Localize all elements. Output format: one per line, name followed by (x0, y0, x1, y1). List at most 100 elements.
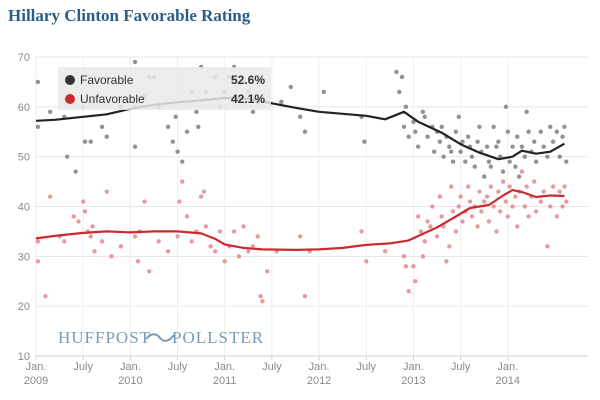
unfavorable-point (515, 224, 520, 229)
favorable-point (104, 134, 109, 139)
x-tick-label: Jan. (497, 361, 518, 373)
unfavorable-point (491, 204, 496, 209)
unfavorable-point (175, 234, 180, 239)
unfavorable-point (156, 239, 161, 244)
favorable-point (132, 59, 138, 65)
x-tick-year: 2013 (401, 375, 425, 387)
unfavorable-point (448, 184, 454, 189)
unfavorable-point (482, 199, 487, 204)
favorable-point (35, 124, 41, 129)
unfavorable-point (135, 259, 141, 264)
unfavorable-point (450, 209, 456, 214)
favorable-point (453, 129, 459, 134)
unfavorable-point (562, 184, 567, 189)
unfavorable-point (428, 224, 433, 229)
unfavorable-trend-line (35, 189, 565, 251)
favorable-point (447, 144, 452, 149)
favorable-point (482, 174, 487, 179)
favorable-point (439, 124, 444, 129)
unfavorable-point (477, 189, 482, 194)
favorable-point (526, 129, 531, 134)
unfavorable-point (510, 204, 515, 209)
unfavorable-point (364, 259, 369, 264)
favorable-point (519, 144, 525, 149)
unfavorable-point (500, 179, 506, 184)
unfavorable-point (201, 189, 207, 194)
unfavorable-point (82, 209, 88, 214)
legend-favorable-swatch (65, 75, 75, 85)
favorable-point (550, 139, 556, 144)
favorable-point (545, 154, 550, 159)
unfavorable-point (71, 214, 76, 219)
x-tick-label: Jan. (120, 361, 141, 373)
unfavorable-point (554, 214, 560, 219)
favorable-point (184, 129, 190, 134)
unfavorable-point (434, 234, 440, 239)
unfavorable-point (430, 204, 435, 209)
unfavorable-point (165, 249, 171, 254)
unfavorable-point (246, 249, 251, 254)
unfavorable-point (92, 249, 97, 254)
favorable-point (458, 149, 463, 154)
unfavorable-point (545, 244, 550, 249)
unfavorable-point (177, 199, 182, 204)
unfavorable-point (43, 294, 48, 299)
favorable-point (401, 124, 407, 129)
favorable-point (491, 124, 496, 129)
x-axis: Jan. 2009 July Jan. 2010 July Jan. 2011 July Jan.… (24, 361, 520, 387)
x-tick-label: July (356, 361, 376, 373)
x-tick-label: Jan. (26, 361, 47, 373)
unfavorable-point (484, 194, 490, 199)
favorable-point (180, 159, 185, 164)
favorable-point (196, 124, 201, 129)
unfavorable-point (479, 209, 484, 214)
unfavorable-point (456, 204, 461, 209)
favorable-point (450, 159, 456, 164)
brand-pollster: POLLSTER (172, 328, 264, 347)
y-tick-label: 20 (18, 301, 30, 313)
favorable-point (488, 164, 494, 169)
unfavorable-point (475, 224, 480, 229)
unfavorable-point (494, 229, 499, 234)
unfavorable-point (458, 194, 463, 199)
favorable-point (477, 124, 482, 129)
favorable-point (420, 109, 426, 115)
unfavorable-point (505, 214, 510, 219)
favorable-point (173, 114, 178, 120)
favorable-point (399, 74, 405, 80)
favorable-point (321, 89, 326, 95)
legend-unfavorable-label: Unfavorable (80, 92, 145, 106)
unfavorable-point (382, 249, 388, 254)
x-tick-label: Jan. (214, 361, 235, 373)
favorable-point (425, 134, 430, 139)
unfavorable-point (222, 259, 227, 264)
favorable-points (35, 59, 569, 179)
legend-favorable-label: Favorable (80, 73, 134, 87)
favorable-point (472, 164, 477, 169)
favorable-point (35, 79, 41, 85)
wave-logo-icon (145, 333, 175, 342)
unfavorable-point (533, 209, 539, 214)
favorable-point (411, 119, 416, 124)
y-tick-label: 50 (18, 152, 30, 164)
unfavorable-point (467, 199, 473, 204)
unfavorable-point (513, 194, 518, 199)
unfavorable-point (189, 239, 194, 244)
unfavorable-point (213, 249, 218, 254)
favorable-point (533, 159, 539, 164)
favorable-point (500, 169, 506, 174)
favorable-point (548, 124, 553, 129)
brand-huffpost: HUFFPOST (58, 328, 151, 347)
y-axis: 10 20 30 40 50 60 70 (18, 52, 30, 363)
favorable-point (507, 159, 512, 164)
unfavorable-point (557, 189, 562, 194)
y-tick-label: 30 (18, 251, 30, 263)
unfavorable-point (486, 219, 492, 224)
unfavorable-point (208, 244, 213, 249)
legend-favorable-value: 52.6% (231, 73, 265, 87)
chart-title: Hillary Clinton Favorable Rating (8, 6, 251, 25)
favorable-point (524, 109, 529, 115)
favorable-point (541, 144, 546, 149)
favorable-point (175, 149, 180, 154)
unfavorable-point (302, 294, 308, 299)
